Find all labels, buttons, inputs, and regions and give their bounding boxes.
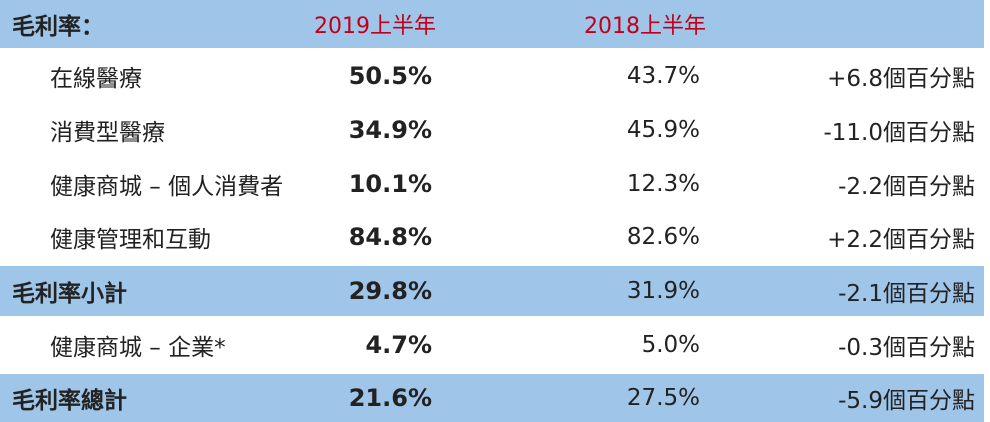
value-change: +6.8個百分點	[827, 66, 975, 92]
row-label: 健康商城 – 企業*	[50, 335, 226, 361]
value-change: -2.2個百分點	[838, 174, 975, 200]
value-2019: 34.9%	[348, 116, 432, 144]
header-2019: 2019上半年	[314, 14, 436, 39]
value-2019: 84.8%	[348, 223, 432, 251]
table-row: 健康商城 – 個人消費者 10.1% 12.3% -2.2個百分點	[0, 158, 984, 210]
value-2018: 43.7%	[626, 63, 700, 89]
header-2018: 2018上半年	[584, 14, 706, 39]
value-2019: 4.7%	[365, 331, 432, 359]
row-label: 健康管理和互動	[50, 227, 211, 253]
header-label: 毛利率：	[12, 14, 104, 40]
row-label: 在線醫療	[50, 66, 142, 92]
value-2018: 5.0%	[641, 332, 700, 358]
value-change: -0.3個百分點	[838, 335, 975, 361]
value-2018: 45.9%	[626, 117, 700, 143]
value-change: -5.9個百分點	[838, 388, 975, 414]
row-label: 毛利率總計	[12, 388, 127, 414]
table-row: 消費型醫療 34.9% 45.9% -11.0個百分點	[0, 104, 984, 156]
value-2019: 21.6%	[348, 384, 432, 412]
subtotal-row: 毛利率小計 29.8% 31.9% -2.1個百分點	[0, 266, 984, 316]
total-row: 毛利率總計 21.6% 27.5% -5.9個百分點	[0, 374, 984, 422]
value-2018: 12.3%	[626, 171, 700, 197]
value-2018: 27.5%	[626, 385, 700, 411]
row-label: 消費型醫療	[50, 120, 165, 146]
value-2019: 10.1%	[348, 170, 432, 198]
row-label: 健康商城 – 個人消費者	[50, 174, 284, 200]
table-header: 毛利率： 2019上半年 2018上半年	[0, 0, 984, 48]
value-2018: 82.6%	[626, 224, 700, 250]
value-change: -11.0個百分點	[823, 120, 975, 146]
value-change: +2.2個百分點	[827, 227, 975, 253]
table-row: 在線醫療 50.5% 43.7% +6.8個百分點	[0, 50, 984, 102]
table-row: 健康商城 – 企業* 4.7% 5.0% -0.3個百分點	[0, 320, 984, 370]
row-label: 毛利率小計	[12, 281, 127, 307]
table-row: 健康管理和互動 84.8% 82.6% +2.2個百分點	[0, 212, 984, 262]
value-2019: 29.8%	[348, 277, 432, 305]
value-change: -2.1個百分點	[838, 281, 975, 307]
value-2019: 50.5%	[348, 62, 432, 90]
value-2018: 31.9%	[626, 278, 700, 304]
